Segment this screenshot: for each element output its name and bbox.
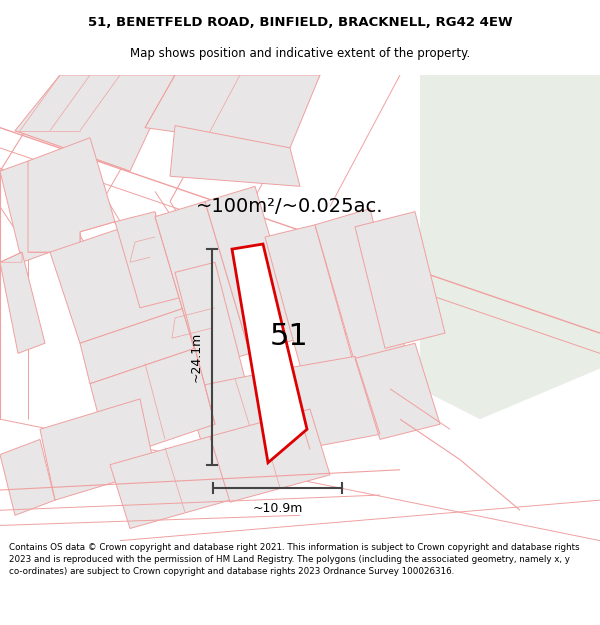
Polygon shape <box>265 225 355 384</box>
Polygon shape <box>285 356 380 447</box>
Polygon shape <box>0 252 45 353</box>
Text: Contains OS data © Crown copyright and database right 2021. This information is : Contains OS data © Crown copyright and d… <box>9 543 580 576</box>
Polygon shape <box>0 439 55 516</box>
Polygon shape <box>185 369 310 470</box>
Polygon shape <box>28 138 115 252</box>
Polygon shape <box>15 75 175 171</box>
Text: 51, BENETFELD ROAD, BINFIELD, BRACKNELL, RG42 4EW: 51, BENETFELD ROAD, BINFIELD, BRACKNELL,… <box>88 16 512 29</box>
Polygon shape <box>110 436 230 529</box>
Polygon shape <box>90 348 215 459</box>
Polygon shape <box>205 186 300 353</box>
Text: 51: 51 <box>270 322 309 351</box>
Polygon shape <box>232 244 307 462</box>
Polygon shape <box>155 201 250 369</box>
Polygon shape <box>420 75 600 419</box>
Polygon shape <box>115 212 180 308</box>
Polygon shape <box>355 343 440 439</box>
Polygon shape <box>0 161 50 262</box>
Text: ~24.1m: ~24.1m <box>190 332 203 382</box>
Text: Map shows position and indicative extent of the property.: Map shows position and indicative extent… <box>130 46 470 59</box>
Polygon shape <box>315 209 405 364</box>
Polygon shape <box>170 126 300 186</box>
Polygon shape <box>145 75 320 148</box>
Polygon shape <box>40 399 155 500</box>
Text: ~100m²/~0.025ac.: ~100m²/~0.025ac. <box>196 197 384 216</box>
Polygon shape <box>50 217 185 343</box>
Text: ~10.9m: ~10.9m <box>253 502 302 515</box>
Polygon shape <box>210 409 330 502</box>
Polygon shape <box>80 308 195 384</box>
Polygon shape <box>355 212 445 348</box>
Polygon shape <box>175 262 245 389</box>
